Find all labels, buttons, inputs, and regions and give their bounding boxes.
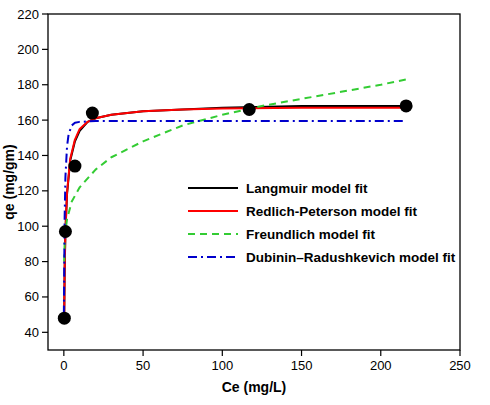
fit-line <box>64 79 406 261</box>
y-tick <box>42 296 48 297</box>
x-tick-label: 250 <box>449 358 471 373</box>
plot-frame <box>48 14 460 350</box>
y-tick-label: 60 <box>25 289 39 304</box>
x-axis-label: Ce (mg/L) <box>222 379 287 395</box>
x-tick-label: 0 <box>60 358 67 373</box>
legend-label: Redlich-Peterson model fit <box>246 204 418 219</box>
x-tick <box>459 350 460 356</box>
legend-label: Freundlich model fit <box>246 227 376 242</box>
y-tick <box>42 13 48 14</box>
background <box>0 0 490 405</box>
x-tick <box>222 350 223 356</box>
data-point <box>86 107 99 120</box>
x-tick-label: 50 <box>136 358 150 373</box>
y-tick <box>42 332 48 333</box>
x-tick-label: 200 <box>370 358 392 373</box>
legend-swatch <box>188 256 238 258</box>
data-point <box>243 103 256 116</box>
y-tick-label: 180 <box>17 77 39 92</box>
x-tick <box>63 350 64 356</box>
legend-swatch <box>188 233 238 235</box>
data-point <box>68 160 81 173</box>
y-tick <box>42 190 48 191</box>
legend-swatch <box>188 210 238 212</box>
y-tick-label: 220 <box>17 7 39 22</box>
y-tick-label: 200 <box>17 42 39 57</box>
y-tick <box>42 226 48 227</box>
x-tick <box>380 350 381 356</box>
chart: 0 50 100 150 200 250 40 60 80 100 120 140 160 180 200 2… <box>0 0 490 405</box>
x-tick <box>142 350 143 356</box>
y-tick <box>42 120 48 121</box>
y-tick-label: 160 <box>17 113 39 128</box>
legend-swatch <box>188 187 238 189</box>
plot-area <box>58 79 413 324</box>
y-tick <box>42 155 48 156</box>
y-tick-label: 40 <box>25 325 39 340</box>
legend-label: Langmuir model fit <box>246 181 368 196</box>
y-tick-label: 80 <box>25 254 39 269</box>
y-tick <box>42 261 48 262</box>
y-axis-label: qe (mg/gm) <box>1 144 17 219</box>
y-tick <box>42 84 48 85</box>
x-tick <box>301 350 302 356</box>
data-point <box>400 99 413 112</box>
legend: Langmuir model fit Redlich-Peterson model… <box>188 181 456 265</box>
legend-label: Dubinin–Radushkevich model fit <box>246 250 456 265</box>
data-point <box>59 225 72 238</box>
x-tick-label: 100 <box>211 358 233 373</box>
data-point <box>58 312 71 325</box>
y-tick-label: 100 <box>17 219 39 234</box>
y-tick-label: 120 <box>17 183 39 198</box>
x-tick-label: 150 <box>291 358 313 373</box>
y-tick <box>42 49 48 50</box>
y-tick-label: 140 <box>17 148 39 163</box>
